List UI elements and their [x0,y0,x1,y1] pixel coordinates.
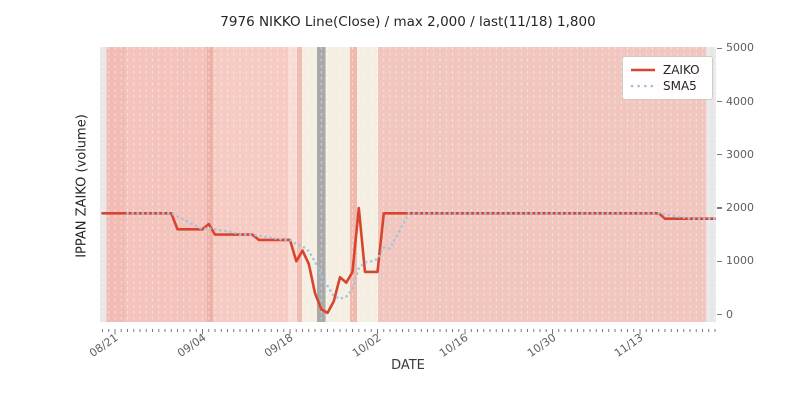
y-tick-mark [717,100,722,103]
background-band [302,47,317,322]
legend: ZAIKO SMA5 [622,56,713,100]
sma5-line [126,212,716,301]
background-band [100,47,107,322]
y-tick-label: 5000 [726,41,754,55]
y-tick-label: 0 [726,307,733,321]
background-band [317,47,326,322]
y-tick-mark [717,154,722,156]
y-tick-mark [717,260,722,262]
background-band [207,47,213,322]
legend-item-sma5: SMA5 [630,78,705,94]
legend-item-zaiko: ZAIKO [630,62,705,78]
y-tick-label: 2000 [726,201,754,214]
solid-line-icon [631,68,655,72]
background-band [288,47,297,322]
y-tick-label: 4000 [726,94,754,108]
y-tick-label: 3000 [726,147,754,161]
x-axis-label: DATE [391,358,425,373]
chart-title: 7976 NIKKO Line(Close) / max 2,000 / las… [220,14,596,30]
dotted-line-icon [630,84,656,88]
y-tick-mark [717,47,722,49]
background-band [125,47,207,322]
background-band [106,47,125,322]
legend-label-zaiko: ZAIKO [663,63,700,77]
x-ticks-canvas [102,329,716,335]
background-band [350,47,357,322]
y-tick-mark [717,207,722,209]
y-axis-label: IPPAN ZAIKO (volume) [74,114,90,258]
background-band [357,47,378,322]
legend-label-sma5: SMA5 [663,79,697,93]
background-band [213,47,288,322]
background-band [706,47,716,322]
background-band [297,47,302,322]
y-tick-label: 1000 [726,254,754,268]
x-axis-ticks [100,322,716,335]
y-tick-mark [717,313,722,316]
